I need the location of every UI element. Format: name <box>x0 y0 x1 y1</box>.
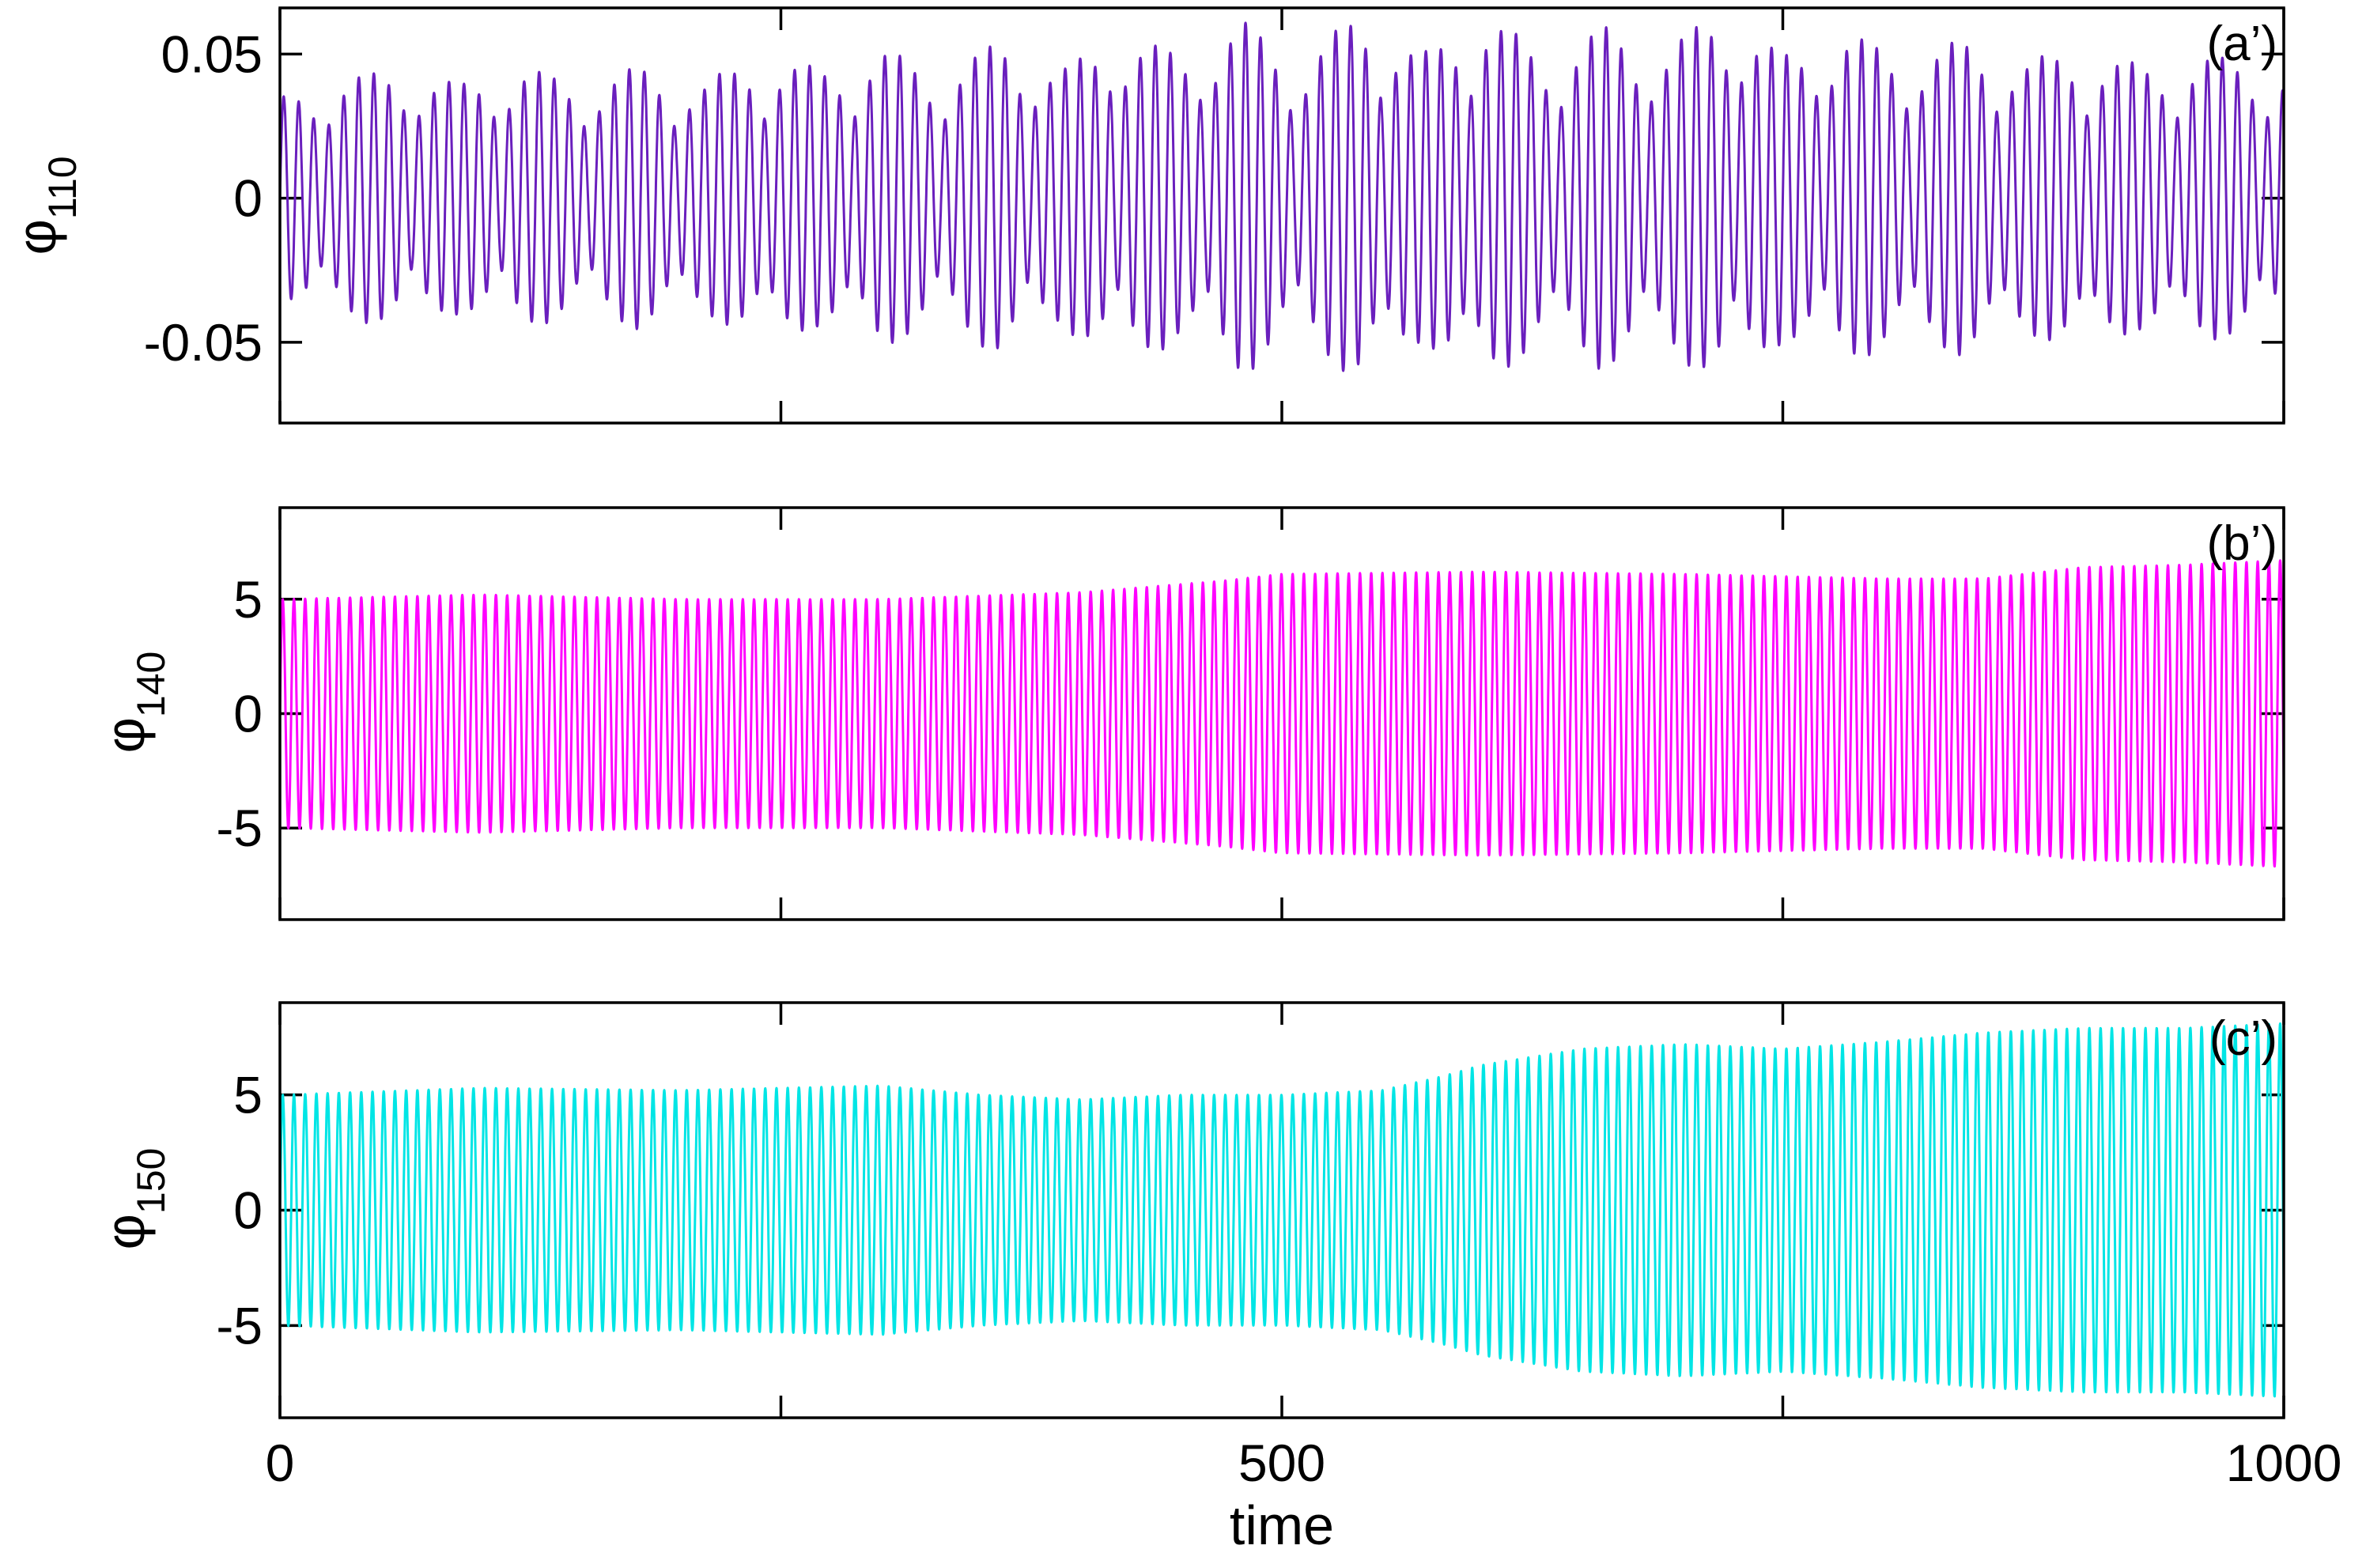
panel-c-label: (c’) <box>2209 1011 2277 1066</box>
panel-a-y-axis-subscript: 110 <box>40 156 85 219</box>
panel-b-y-tick-label-0: 5 <box>233 570 263 629</box>
panel-a-label: (a’) <box>2206 17 2277 71</box>
x-tick-label-2: 1000 <box>2226 1434 2342 1492</box>
x-tick-label-0: 0 <box>266 1434 295 1492</box>
panel-a-y-axis-title: φ110 <box>6 156 85 255</box>
panel-c-y-tick-label-2: -5 <box>216 1296 263 1355</box>
panel-b-y-axis-symbol: φ <box>94 717 156 753</box>
panel-b-frame <box>278 506 2285 921</box>
panel-b-y-tick-label-1: 0 <box>233 685 263 743</box>
panel-c-y-tick-label-1: 0 <box>233 1181 263 1240</box>
panel-c-series-line <box>278 1022 2285 1398</box>
panel-b: 5 0 -5 (b’) φ140 <box>94 506 2285 921</box>
panel-a-y-tick-label-2: -0.05 <box>144 313 263 372</box>
panel-a-frame <box>278 6 2285 425</box>
panel-c-x-tick-labels: 0 500 1000 <box>266 1434 2342 1492</box>
panel-c-y-axis-subscript: 150 <box>129 1148 173 1214</box>
panel-c: 5 0 -5 0 500 1000 (c’) φ150 time <box>94 1001 2342 1556</box>
panel-b-y-tick-label-2: -5 <box>216 799 263 857</box>
panel-a-y-tick-label-1: 0 <box>233 169 263 228</box>
panel-b-y-axis-title: φ140 <box>94 652 173 754</box>
panel-b-ticks <box>278 508 2285 920</box>
panel-a-series-line <box>278 21 2285 372</box>
panel-c-y-axis-title: φ150 <box>94 1148 173 1250</box>
panel-c-y-tick-labels: 5 0 -5 <box>216 1066 263 1355</box>
x-tick-label-1: 500 <box>1238 1434 1325 1492</box>
x-axis-title: time <box>1230 1494 1334 1556</box>
panel-c-y-axis-symbol: φ <box>94 1214 156 1249</box>
panel-c-y-tick-label-0: 5 <box>233 1066 263 1124</box>
panel-a-y-tick-label-0: 0.05 <box>161 25 263 83</box>
panel-a-ticks <box>278 8 2285 423</box>
panel-a-y-axis-symbol: φ <box>6 219 67 255</box>
panel-a-y-tick-labels: 0.05 0 -0.05 <box>144 25 263 372</box>
panel-b-y-axis-subscript: 140 <box>129 652 173 717</box>
panel-a: 0.05 0 -0.05 (a’) φ110 <box>6 6 2285 425</box>
panel-b-label: (b’) <box>2206 516 2277 571</box>
panel-b-series-line <box>278 559 2285 868</box>
panel-c-frame <box>278 1001 2285 1419</box>
panel-b-y-tick-labels: 5 0 -5 <box>216 570 263 857</box>
